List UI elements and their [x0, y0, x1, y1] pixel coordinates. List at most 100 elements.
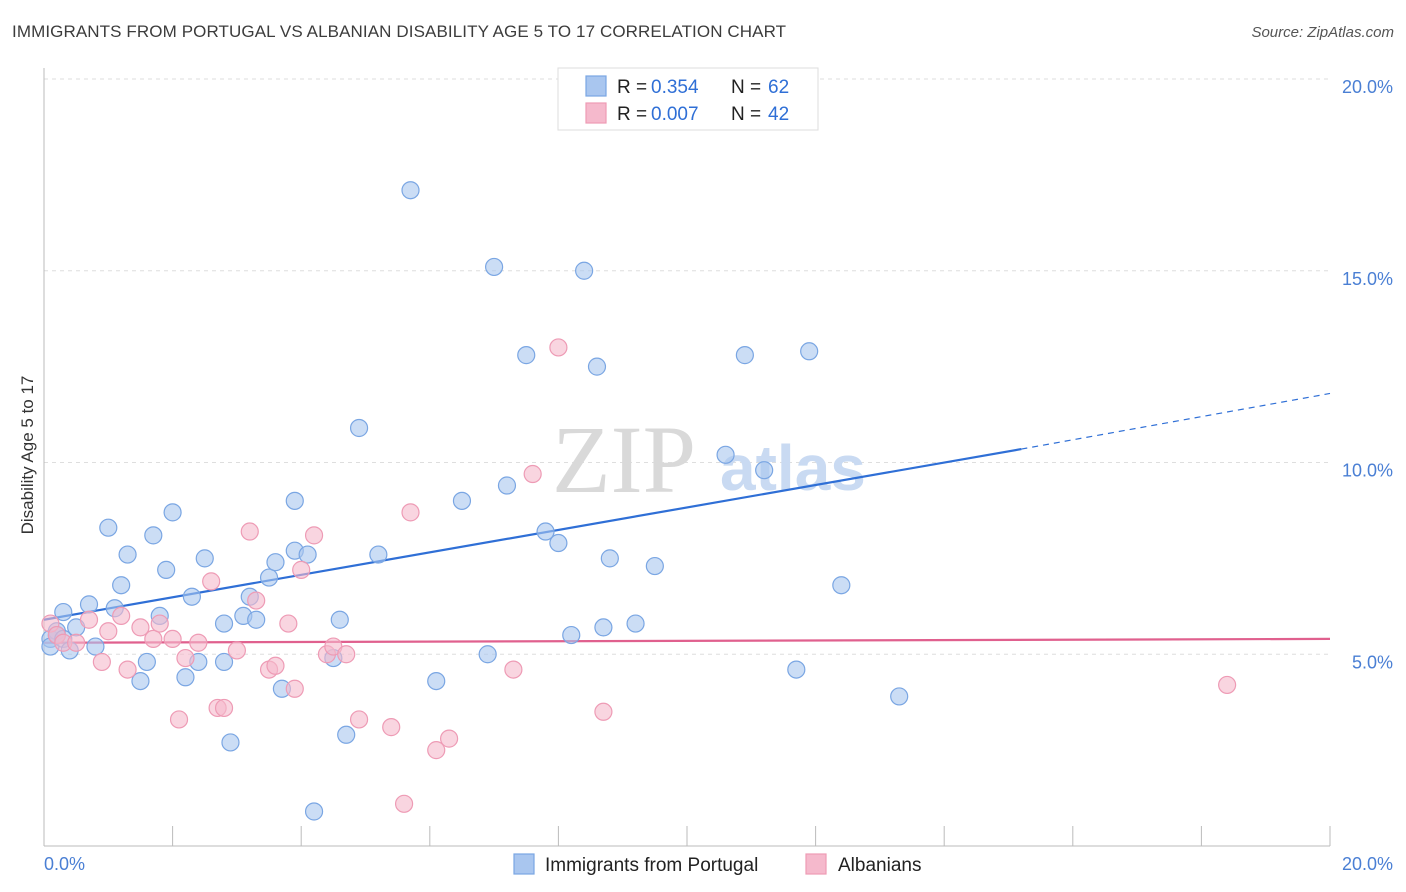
portugal-point — [755, 461, 774, 480]
portugal-point — [594, 618, 613, 637]
albanians-point — [549, 338, 568, 357]
portugal-point — [575, 261, 594, 280]
albanians-point — [118, 660, 137, 679]
legend-n-value-2: 42 — [768, 104, 789, 125]
albanians-point — [144, 629, 163, 649]
portugal-point — [195, 549, 214, 568]
portugal-point — [112, 576, 131, 595]
albanians-point — [285, 679, 304, 698]
y-axis-label: Disability Age 5 to 17 — [18, 376, 37, 535]
portugal-point — [298, 545, 317, 564]
legend-n-value-1: 62 — [768, 77, 789, 98]
portugal-point — [304, 802, 324, 821]
albanians-point — [401, 503, 420, 522]
legend-r-value-1: 0.354 — [651, 77, 699, 98]
portugal-point — [157, 560, 176, 579]
albanians-point — [214, 698, 234, 718]
albanians-point — [240, 522, 259, 541]
portugal-point — [118, 545, 137, 564]
portugal-point — [330, 610, 349, 629]
albanians-point — [349, 710, 369, 729]
portugal-point — [562, 625, 581, 645]
y-tick-label: 15.0% — [1342, 269, 1393, 289]
albanians-point — [150, 614, 169, 633]
tick-labels: 5.0% 10.0% 15.0% 20.0% 0.0% 20.0% — [44, 77, 1393, 874]
portugal-point — [890, 687, 909, 706]
portugal-point — [131, 671, 150, 691]
portugal-point — [497, 476, 517, 495]
portugal-point — [832, 576, 851, 595]
axes — [43, 68, 1331, 847]
watermark-atlas: atlas — [720, 432, 866, 504]
albanians-point — [427, 741, 446, 760]
albanians-point — [247, 591, 266, 610]
albanians-point — [227, 641, 246, 660]
albanians-point — [292, 560, 311, 579]
albanians-point — [504, 660, 523, 679]
bottom-legend: Immigrants from Portugal Albanians — [513, 853, 921, 876]
legend-r-label-2: R = — [617, 104, 647, 125]
portugal-point — [54, 602, 73, 622]
portugal-point — [79, 595, 99, 614]
portugal-point — [214, 652, 234, 672]
portugal-point — [645, 556, 664, 576]
portugal-point — [259, 568, 279, 587]
albanians-point — [131, 618, 150, 637]
portugal-trend-extension — [1021, 392, 1331, 450]
albanians-point — [169, 710, 189, 729]
albanians-trend-line — [43, 637, 1331, 644]
portugal-point — [517, 346, 536, 365]
albanians-point — [163, 629, 182, 649]
albanians-point — [394, 794, 414, 813]
portugal-point — [787, 660, 806, 679]
portugal-point — [800, 342, 819, 361]
legend-swatch-albanians — [585, 102, 607, 124]
albanians-point — [439, 729, 459, 748]
albanians-point — [176, 648, 195, 668]
portugal-point — [587, 357, 607, 376]
x-tick-label: 0.0% — [44, 854, 85, 874]
portugal-point — [137, 652, 156, 672]
portugal-point — [600, 549, 619, 568]
legend-n-label-1: N = — [731, 77, 761, 98]
portugal-point — [716, 445, 735, 464]
portugal-point — [536, 522, 555, 541]
portugal-point — [626, 614, 645, 633]
portugal-point — [401, 181, 420, 200]
albanians-point — [382, 718, 401, 737]
portugal-point — [735, 346, 754, 365]
albanians-point — [189, 633, 208, 652]
portugal-point — [182, 587, 201, 606]
data-points — [41, 181, 1237, 821]
portugal-point — [549, 533, 568, 553]
portugal-point — [176, 668, 195, 687]
chart-title: IMMIGRANTS FROM PORTUGAL VS ALBANIAN DIS… — [12, 22, 787, 41]
portugal-point — [214, 614, 234, 633]
portugal-point — [221, 733, 240, 752]
portugal-trend-line — [43, 447, 1022, 621]
portugal-point — [369, 545, 388, 564]
albanians-point — [594, 702, 613, 721]
portugal-point — [485, 257, 504, 277]
portugal-point — [144, 526, 163, 545]
albanians-point — [1218, 675, 1237, 695]
y-tick-label: 20.0% — [1342, 77, 1393, 97]
albanians-point — [99, 622, 118, 641]
y-tick-label: 10.0% — [1342, 461, 1393, 481]
albanians-point — [523, 464, 542, 484]
bottom-legend-albanians: Albanians — [838, 855, 921, 876]
portugal-point — [99, 518, 118, 537]
y-tick-label: 5.0% — [1352, 652, 1393, 672]
watermark-zip: ZIP — [552, 406, 696, 513]
trend-lines — [43, 392, 1331, 644]
albanians-point — [337, 645, 356, 664]
portugal-point — [247, 610, 266, 629]
bottom-legend-swatch-portugal — [513, 853, 535, 875]
chart-source: Source: ZipAtlas.com — [1251, 24, 1394, 41]
legend-swatch-portugal — [585, 75, 607, 97]
portugal-point — [427, 671, 446, 691]
albanians-point — [112, 606, 131, 626]
albanians-point — [304, 526, 324, 545]
albanians-point — [67, 633, 86, 652]
portugal-point — [478, 645, 497, 664]
